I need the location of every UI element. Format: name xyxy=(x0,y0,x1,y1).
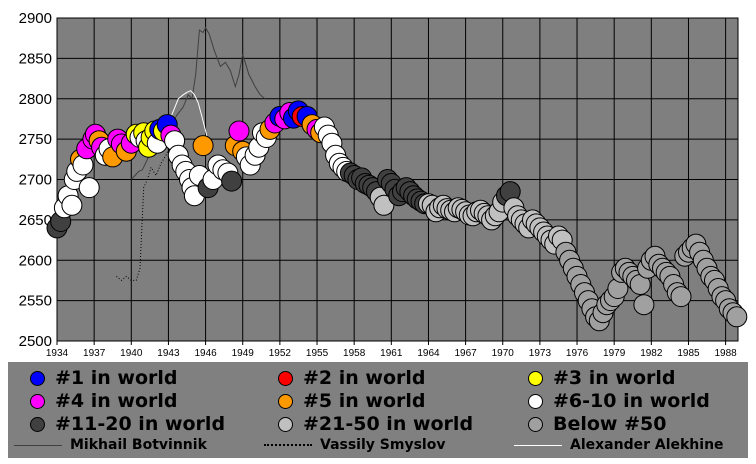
rating-point xyxy=(373,194,395,216)
legend-item-smyslov: Vassily Smyslov xyxy=(264,436,445,454)
legend-dot-rank-5 xyxy=(278,393,293,409)
x-tick-label: 1982 xyxy=(640,348,663,359)
y-tick-label: 2750 xyxy=(19,131,52,148)
legend-label-alekhine: Alexander Alekhine xyxy=(570,437,724,453)
legend-label-rank-11-20: #11-20 in world xyxy=(55,413,226,435)
legend-line-botvinnik xyxy=(14,444,62,446)
rating-points xyxy=(46,100,748,332)
legend-item-botvinnik: Mikhail Botvinnik xyxy=(14,436,207,454)
legend-dot-rank-1 xyxy=(30,370,45,386)
series-line-2 xyxy=(163,90,210,146)
legend-item-rank-2: #2 in world xyxy=(278,367,426,389)
x-tick-label: 1985 xyxy=(677,348,700,359)
y-tick-label: 2800 xyxy=(19,91,52,108)
x-tick-label: 1955 xyxy=(306,348,329,359)
legend-label-botvinnik: Mikhail Botvinnik xyxy=(70,437,207,453)
legend: #1 in world #2 in world #3 in world #4 i… xyxy=(8,362,748,458)
x-tick-label: 1976 xyxy=(566,348,589,359)
legend-item-rank-4: #4 in world xyxy=(30,390,178,412)
x-tick-label: 1979 xyxy=(603,348,626,359)
x-tick-label: 1940 xyxy=(120,348,143,359)
rating-point xyxy=(221,170,243,192)
legend-item-rank-5: #5 in world xyxy=(278,390,426,412)
rating-point xyxy=(228,120,250,142)
x-tick-label: 1934 xyxy=(46,348,69,359)
rating-point xyxy=(633,294,655,316)
x-tick-label: 1958 xyxy=(343,348,366,359)
legend-dot-rank-3 xyxy=(528,370,543,386)
x-tick-label: 1973 xyxy=(529,348,552,359)
legend-item-rank-1: #1 in world xyxy=(30,367,178,389)
legend-item-rank-3: #3 in world xyxy=(528,367,676,389)
legend-label-smyslov: Vassily Smyslov xyxy=(320,437,446,453)
x-tick-label: 1970 xyxy=(492,348,515,359)
rating-point xyxy=(78,177,100,199)
y-tick-label: 2700 xyxy=(19,172,52,189)
legend-label-rank-2: #2 in world xyxy=(303,367,426,389)
legend-label-rank-6-10: #6-10 in world xyxy=(553,390,710,412)
legend-item-alekhine: Alexander Alekhine xyxy=(514,436,724,454)
y-tick-label: 2850 xyxy=(19,50,52,67)
legend-label-below-50: Below #50 xyxy=(553,413,667,435)
y-axis: 2500 2550 2600 2650 2700 2750 2800 2850 2900 xyxy=(19,10,52,350)
legend-label-rank-21-50: #21-50 in world xyxy=(303,413,474,435)
legend-dot-rank-4 xyxy=(30,393,45,409)
y-tick-label: 2900 xyxy=(19,10,52,27)
legend-item-below-50: Below #50 xyxy=(528,413,666,435)
x-tick-label: 1943 xyxy=(157,348,180,359)
legend-item-rank-6-10: #6-10 in world xyxy=(528,390,710,412)
x-tick-label: 1946 xyxy=(194,348,217,359)
x-tick-label: 1937 xyxy=(83,348,106,359)
legend-item-rank-11-20: #11-20 in world xyxy=(30,413,225,435)
series-line-1 xyxy=(116,142,181,282)
rating-point xyxy=(61,194,83,216)
legend-line-smyslov xyxy=(264,444,312,446)
y-tick-label: 2500 xyxy=(19,333,52,350)
x-axis: 1934 1937 1940 1943 1946 1949 1952 1955 1958 1961… xyxy=(46,341,737,359)
x-tick-label: 1988 xyxy=(714,348,737,359)
legend-label-rank-4: #4 in world xyxy=(55,390,178,412)
legend-dot-rank-6-10 xyxy=(528,393,543,409)
rating-chart: 2500 2550 2600 2650 2700 2750 2800 2850 2900 193… xyxy=(19,10,748,359)
legend-dot-rank-11-20 xyxy=(30,416,45,432)
legend-label-rank-5: #5 in world xyxy=(303,390,426,412)
legend-label-rank-1: #1 in world xyxy=(55,367,178,389)
legend-dot-rank-21-50 xyxy=(278,416,293,432)
y-tick-label: 2600 xyxy=(19,252,52,269)
legend-dot-rank-2 xyxy=(278,370,293,386)
y-tick-label: 2550 xyxy=(19,293,52,310)
x-tick-label: 1952 xyxy=(269,348,292,359)
legend-line-alekhine xyxy=(514,444,562,446)
x-tick-label: 1964 xyxy=(417,348,440,359)
x-tick-label: 1949 xyxy=(232,348,255,359)
y-tick-label: 2650 xyxy=(19,212,52,229)
legend-item-rank-21-50: #21-50 in world xyxy=(278,413,473,435)
rating-point xyxy=(192,135,214,157)
rating-point xyxy=(726,306,748,328)
rating-point xyxy=(670,286,692,308)
x-tick-label: 1967 xyxy=(454,348,477,359)
x-tick-label: 1961 xyxy=(380,348,403,359)
legend-label-rank-3: #3 in world xyxy=(553,367,676,389)
legend-dot-below-50 xyxy=(528,416,543,432)
